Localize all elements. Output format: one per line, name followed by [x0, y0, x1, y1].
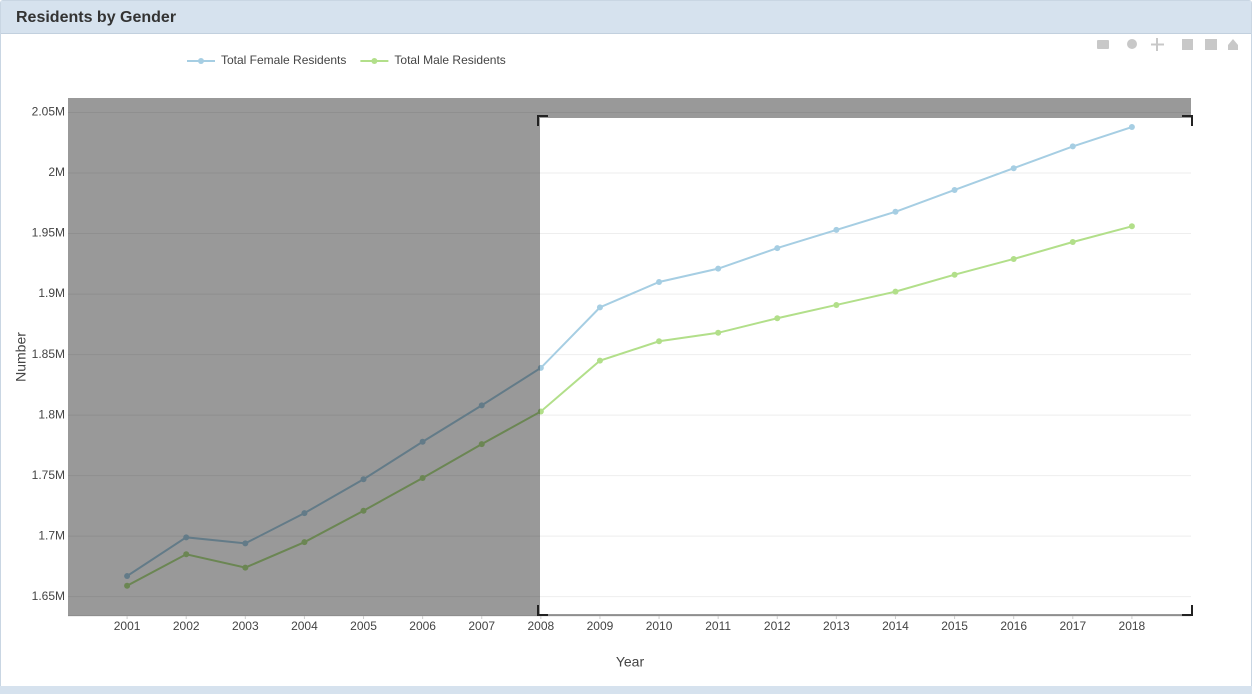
corner: [1182, 605, 1193, 616]
overlay-left: [68, 98, 540, 616]
corner: [537, 115, 548, 126]
panel-footer: [0, 686, 1252, 694]
point: [301, 539, 308, 546]
x-tick-label: 2011: [705, 619, 731, 633]
point: [1128, 223, 1135, 230]
x-tick-label: 2006: [409, 619, 436, 633]
panel-title: Residents by Gender: [16, 9, 177, 26]
x-tick-label: 2012: [764, 619, 791, 633]
point: [183, 534, 190, 541]
x-tick-label: 2013: [823, 619, 850, 633]
point: [478, 441, 485, 448]
x-tick-label: 2018: [1119, 619, 1146, 633]
x-tick-label: 2009: [587, 619, 614, 633]
x-tick-label: 2002: [173, 619, 200, 633]
x-tick-label: 2001: [114, 619, 141, 633]
y-tick-label: 2M: [48, 165, 65, 179]
point: [301, 510, 308, 517]
home-button[interactable]: [1228, 39, 1238, 50]
overlay-bottom: [540, 614, 1191, 616]
y-tick-label: 1.9M: [38, 286, 65, 300]
point: [892, 288, 899, 295]
point: [242, 540, 249, 547]
point: [419, 438, 426, 445]
camera-button[interactable]: [1097, 40, 1109, 49]
point: [774, 315, 781, 322]
toolbar: [1097, 38, 1238, 51]
point: [1069, 143, 1076, 150]
legend-marker: [198, 58, 204, 64]
x-tick-label: 2003: [232, 619, 259, 633]
zoom-in-button[interactable]: [1182, 39, 1193, 50]
point: [478, 402, 485, 409]
x-axis-title: Year: [616, 654, 645, 670]
point: [419, 475, 426, 482]
y-tick-label: 1.85M: [32, 347, 65, 361]
point: [833, 301, 840, 308]
x-tick-label: 2014: [882, 619, 909, 633]
y-tick-label: 2.05M: [32, 105, 65, 119]
legend-label: Total Female Residents: [221, 53, 346, 67]
series-line: [126, 126, 1133, 577]
point: [951, 186, 958, 193]
point: [892, 208, 899, 215]
x-tick-label: 2010: [646, 619, 673, 633]
point: [1069, 239, 1076, 246]
point: [360, 476, 367, 483]
legend-marker: [371, 58, 378, 64]
point: [774, 245, 781, 252]
overlay-top: [540, 98, 1191, 118]
point: [951, 271, 958, 278]
x-tick-label: 2007: [468, 619, 495, 633]
grid: [68, 112, 1191, 619]
point: [833, 226, 840, 233]
point: [537, 364, 544, 371]
point: [242, 564, 249, 571]
panel-header: Residents by Gender: [1, 1, 1251, 34]
pan-button[interactable]: [1151, 38, 1164, 51]
point: [360, 507, 367, 514]
zoom-out-button[interactable]: [1205, 39, 1217, 50]
point: [124, 573, 131, 580]
y-axis-title: Number: [13, 332, 29, 382]
x-tick-label: 2016: [1000, 619, 1027, 633]
zoom-button[interactable]: [1127, 39, 1137, 49]
point: [656, 278, 663, 285]
x-tick-label: 2008: [527, 619, 554, 633]
point: [1128, 124, 1135, 131]
corner: [537, 605, 548, 616]
point: [715, 265, 722, 272]
point: [1010, 165, 1017, 172]
x-tick-label: 2015: [941, 619, 968, 633]
point: [596, 357, 603, 364]
corner: [1182, 115, 1193, 126]
y-tick-label: 1.95M: [32, 226, 65, 240]
legend-label: Total Male Residents: [394, 53, 505, 67]
point: [656, 338, 663, 345]
point: [596, 304, 603, 311]
y-tick-label: 1.65M: [32, 589, 65, 603]
point: [715, 329, 722, 336]
y-tick-label: 1.75M: [32, 468, 65, 482]
selection-corners: [537, 115, 1193, 616]
point: [183, 551, 190, 558]
x-tick-label: 2017: [1059, 619, 1086, 633]
y-tick-label: 1.7M: [38, 528, 65, 542]
x-tick-label: 2005: [350, 619, 377, 633]
selection-overlay: [68, 98, 1191, 616]
y-tick-label: 1.8M: [38, 407, 65, 421]
point: [537, 408, 544, 415]
point: [1010, 255, 1017, 262]
plot: [124, 124, 1135, 589]
point: [124, 582, 131, 589]
x-tick-label: 2004: [291, 619, 318, 633]
series-line: [126, 225, 1133, 587]
